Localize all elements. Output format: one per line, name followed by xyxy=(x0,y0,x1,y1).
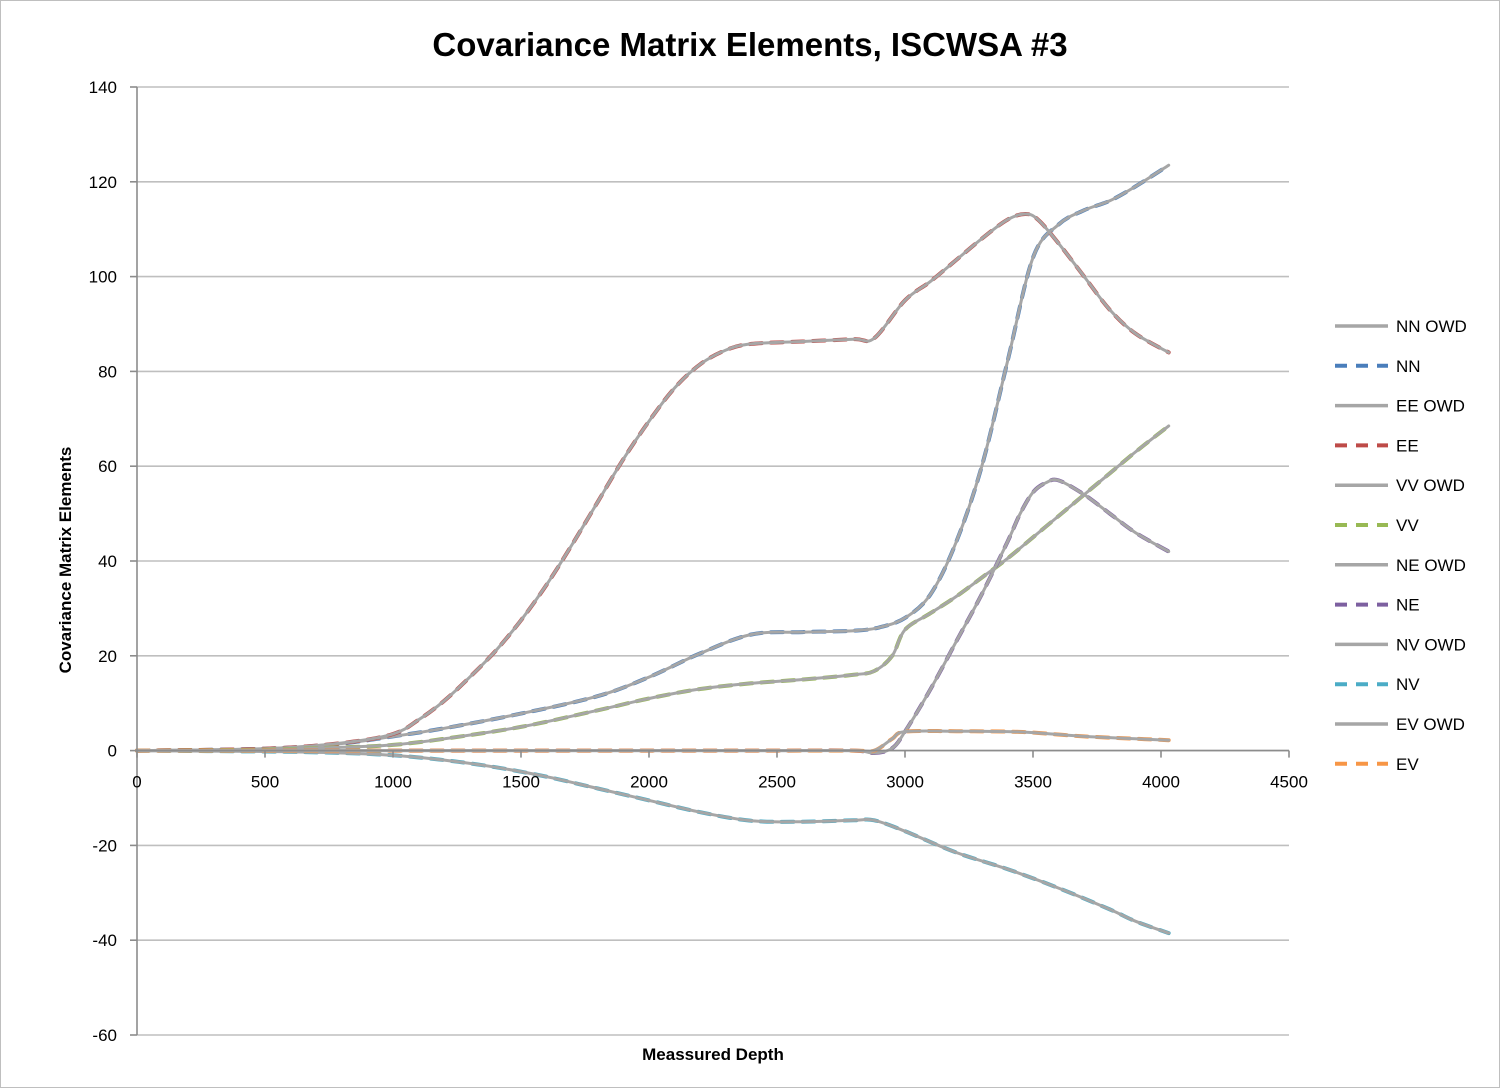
x-axis-title: Meassured Depth xyxy=(642,1045,784,1064)
y-tick-label-2: -20 xyxy=(92,836,117,855)
legend-label-vv: VV xyxy=(1396,516,1419,535)
y-axis-title: Covariance Matrix Elements xyxy=(56,447,75,674)
legend-label-ne-owd: NE OWD xyxy=(1396,556,1466,575)
x-tick-label-4: 2000 xyxy=(630,773,668,792)
legend-label-nn: NN xyxy=(1396,357,1421,376)
y-tick-labels: -60 -40 -20 0 20 40 60 80 100 120 140 xyxy=(89,78,117,1045)
x-tick-label-8: 4000 xyxy=(1142,773,1180,792)
legend-label-ev: EV xyxy=(1396,755,1419,774)
y-tick-label-4: 20 xyxy=(98,647,117,666)
y-tick-label-7: 80 xyxy=(98,362,117,381)
x-tick-label-3: 1500 xyxy=(502,773,540,792)
y-tick-label-0: -60 xyxy=(92,1026,117,1045)
y-tick-label-6: 60 xyxy=(98,457,117,476)
y-tick-label-9: 120 xyxy=(89,173,117,192)
y-tick-label-3: 0 xyxy=(108,742,117,761)
series-line-nn-owd xyxy=(135,163,1171,753)
x-tick-label-6: 3000 xyxy=(886,773,924,792)
legend-label-nn-owd: NN OWD xyxy=(1396,317,1467,336)
y-tick-label-5: 40 xyxy=(98,552,117,571)
gridlines xyxy=(137,86,1289,1036)
y-tick-label-1: -40 xyxy=(92,931,117,950)
x-tick-label-9: 4500 xyxy=(1270,773,1308,792)
legend-label-nv-owd: NV OWD xyxy=(1396,635,1466,654)
legend: NN OWD NN EE OWD EE VV OWD VV NE OWD NE NV OWD NV… xyxy=(1335,317,1467,774)
legend-label-ee: EE xyxy=(1396,436,1419,455)
series-line-ne-owd xyxy=(135,478,1171,755)
legend-label-ee-owd: EE OWD xyxy=(1396,397,1465,416)
series-line-ne xyxy=(135,477,1171,756)
x-tick-label-0: 0 xyxy=(132,773,141,792)
axes xyxy=(130,86,1290,1036)
x-tick-label-2: 1000 xyxy=(374,773,412,792)
x-tick-label-1: 500 xyxy=(251,773,279,792)
legend-label-ev-owd: EV OWD xyxy=(1396,715,1465,734)
series-line-vv-owd xyxy=(135,424,1171,753)
series-line-nn xyxy=(135,163,1171,753)
chart-title: Covariance Matrix Elements, ISCWSA #3 xyxy=(432,26,1067,63)
x-tick-label-7: 3500 xyxy=(1014,773,1052,792)
x-tick-labels: 0 500 1000 1500 2000 2500 3000 3500 4000 4500 xyxy=(132,773,1308,792)
y-tick-label-10: 140 xyxy=(89,78,117,97)
legend-label-nv: NV xyxy=(1396,675,1420,694)
series-line-ee-owd xyxy=(135,212,1171,753)
series-line-vv xyxy=(135,423,1171,753)
series-line-ee xyxy=(135,212,1171,753)
legend-label-ne: NE xyxy=(1396,596,1420,615)
x-tick-label-5: 2500 xyxy=(758,773,796,792)
y-tick-label-8: 100 xyxy=(89,268,117,287)
legend-label-vv-owd: VV OWD xyxy=(1396,476,1465,495)
plot-lines xyxy=(135,163,1171,936)
